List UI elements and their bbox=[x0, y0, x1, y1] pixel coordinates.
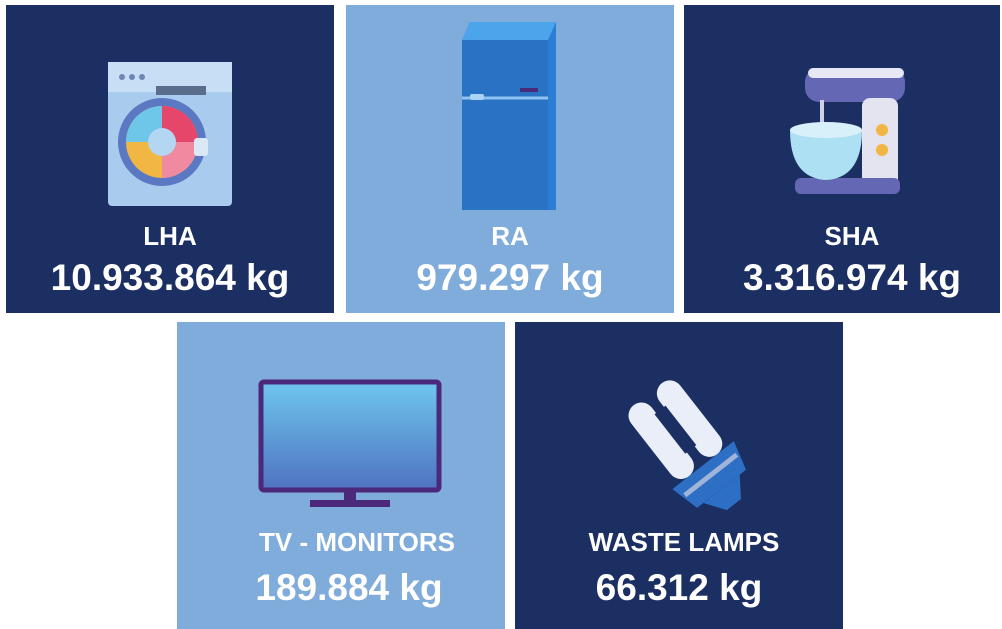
tv-icon bbox=[261, 382, 439, 507]
fridge-icon bbox=[462, 22, 556, 210]
tile-value: 10.933.864 kg bbox=[51, 257, 290, 298]
tile-label: WASTE LAMPS bbox=[589, 527, 780, 557]
tile-value: 3.316.974 kg bbox=[743, 257, 961, 298]
tile-value: 979.297 kg bbox=[416, 257, 603, 298]
page: LHA 10.933.864 kg RA 979.297 kg SHA 3.31… bbox=[0, 0, 1002, 629]
tile-label: RA bbox=[491, 221, 529, 251]
infographic: LHA 10.933.864 kg RA 979.297 kg SHA 3.31… bbox=[0, 0, 1002, 629]
tile-label: SHA bbox=[825, 221, 880, 251]
tile-value: 189.884 kg bbox=[255, 567, 442, 608]
tile-label: TV - MONITORS bbox=[259, 527, 455, 557]
tile-label: LHA bbox=[143, 221, 197, 251]
tile-value: 66.312 kg bbox=[596, 567, 763, 608]
washing-machine-icon bbox=[108, 62, 232, 206]
